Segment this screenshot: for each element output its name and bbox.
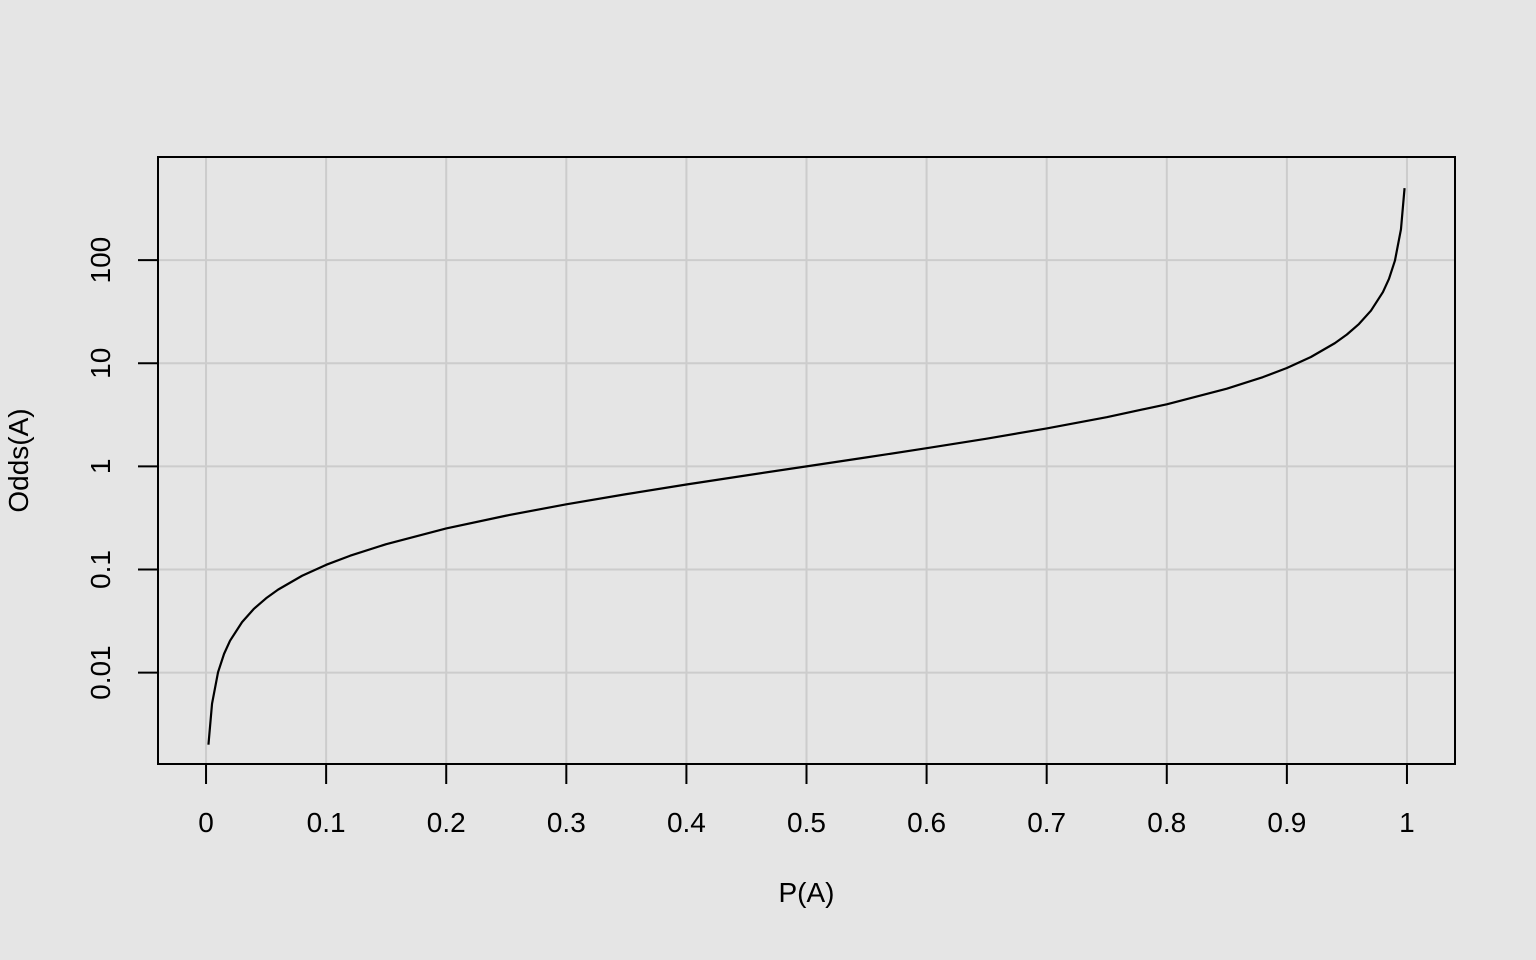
x-tick-label: 1 [1399, 807, 1415, 838]
x-tick-label: 0.1 [307, 807, 346, 838]
x-tick-label: 0.6 [907, 807, 946, 838]
x-tick-label: 0.9 [1267, 807, 1306, 838]
y-tick-label: 10 [85, 348, 116, 379]
y-tick-label: 100 [85, 237, 116, 284]
x-tick-label: 0.4 [667, 807, 706, 838]
series-layer [207, 188, 1406, 745]
y-axis-title: Odds(A) [3, 408, 34, 512]
x-tick-label: 0.5 [787, 807, 826, 838]
grid-lines [158, 157, 1455, 764]
odds-curve [207, 188, 1406, 745]
x-axis: 0 0.1 0.2 0.3 0.4 0.5 0.6 0.7 0.8 0.9 1 [198, 764, 1415, 838]
x-tick-label: 0.3 [547, 807, 586, 838]
x-tick-label: 0.8 [1147, 807, 1186, 838]
x-tick-label: 0.7 [1027, 807, 1066, 838]
x-tick-label: 0.2 [427, 807, 466, 838]
x-axis-title: P(A) [779, 877, 835, 908]
x-tick-label: 0 [198, 807, 214, 838]
y-axis: 0.01 0.1 1 10 100 [85, 237, 158, 700]
y-tick-label: 1 [85, 459, 116, 475]
y-tick-label: 0.01 [85, 645, 116, 700]
y-tick-label: 0.1 [85, 550, 116, 589]
